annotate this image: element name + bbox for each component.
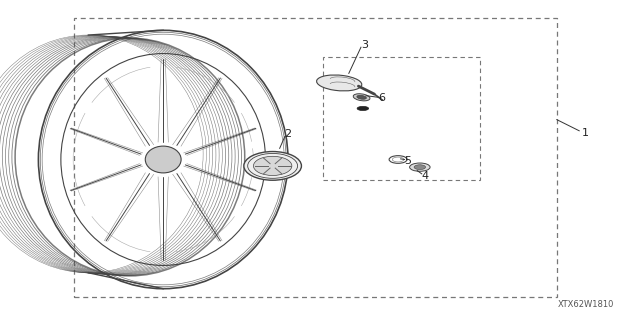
Ellipse shape [410,163,430,171]
Ellipse shape [357,106,369,110]
Ellipse shape [317,75,362,91]
Text: 4: 4 [421,171,429,181]
Text: 6: 6 [378,93,385,103]
Ellipse shape [253,156,292,175]
Bar [323,57,480,180]
Text: 1: 1 [582,128,589,138]
Text: 2: 2 [284,129,292,139]
Ellipse shape [357,95,366,99]
Ellipse shape [244,152,301,180]
Text: 3: 3 [362,40,368,50]
Ellipse shape [145,146,181,173]
Text: 5: 5 [404,156,411,166]
Ellipse shape [414,165,426,170]
Ellipse shape [353,94,370,101]
Bar [74,18,557,297]
Text: XTX62W1810: XTX62W1810 [558,300,614,309]
